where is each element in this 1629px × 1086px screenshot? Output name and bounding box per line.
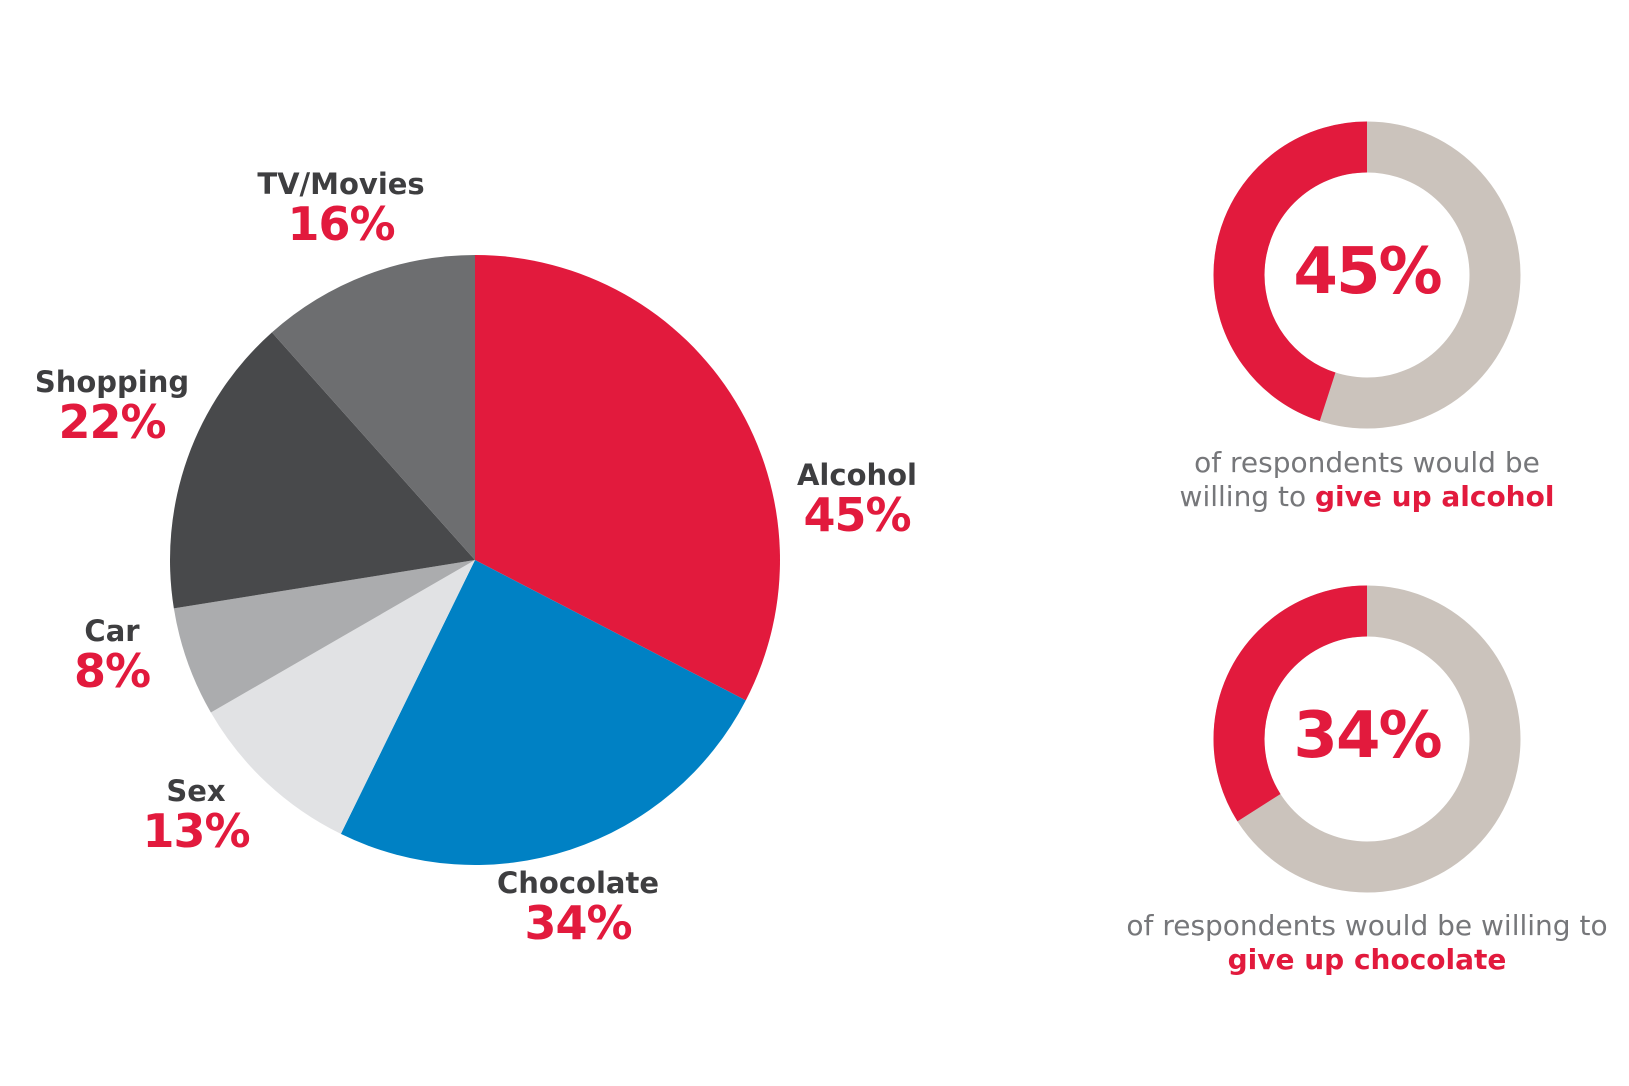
donut-chocolate-caption: of respondents would be willing to give … (1126, 909, 1607, 977)
caption-line-1: of respondents would be willing to (1126, 909, 1608, 942)
caption-prefix: willing to (1179, 480, 1315, 513)
donut-value-arc (1213, 585, 1521, 893)
pie-label-name: Chocolate (496, 866, 660, 900)
pie-slice-shopping (169, 332, 475, 609)
pie-label-value: 34% (524, 896, 632, 950)
caption-emphasis: give up chocolate (1227, 943, 1507, 976)
pie-label-value: 13% (142, 804, 250, 858)
pie-label-name: Sex (166, 774, 226, 808)
donut-chocolate-value: 34% (1293, 699, 1442, 773)
pie-label-chocolate: Chocolate 34% (497, 866, 659, 946)
pie-slice-sex (210, 560, 476, 834)
pie-label-shopping: Shopping 22% (35, 365, 189, 445)
pie-slices (169, 255, 780, 865)
donut-alcohol-caption: of respondents would be willing to give … (1180, 446, 1555, 514)
caption-line-2: give up chocolate (1126, 943, 1607, 977)
donut-value-arc (1213, 121, 1521, 429)
caption-emphasis: give up alcohol (1315, 480, 1555, 513)
pie-label-car: Car 8% (73, 614, 151, 698)
donut-alcohol: 45% (1213, 121, 1521, 429)
pie-label-value: 16% (287, 197, 395, 251)
pie-label-alcohol: Alcohol 45% (797, 458, 917, 538)
pie-label-name: TV/Movies (257, 167, 425, 201)
pie-label-name: Alcohol (796, 458, 918, 492)
pie-slice-chocolate (340, 560, 746, 865)
caption-line-2: willing to give up alcohol (1180, 480, 1555, 514)
pie-slice-tv-movies (271, 255, 475, 560)
donut-chocolate-ring (1213, 585, 1521, 893)
donut-alcohol-ring (1213, 121, 1521, 429)
pie-slice-car (173, 560, 476, 713)
donut-chocolate: 34% (1213, 585, 1521, 893)
pie-label-name: Car (84, 614, 140, 648)
pie-label-value: 22% (58, 395, 166, 449)
caption-line-1: of respondents would be (1194, 446, 1540, 479)
donut-alcohol-value: 45% (1293, 235, 1442, 309)
pie-label-tv-movies: TV/Movies 16% (257, 167, 424, 247)
pie-slice-alcohol (475, 255, 780, 701)
pie-label-name: Shopping (34, 365, 190, 399)
pie-label-value: 8% (73, 644, 151, 698)
pie-label-sex: Sex 13% (142, 774, 250, 858)
pie-label-value: 45% (803, 488, 911, 542)
